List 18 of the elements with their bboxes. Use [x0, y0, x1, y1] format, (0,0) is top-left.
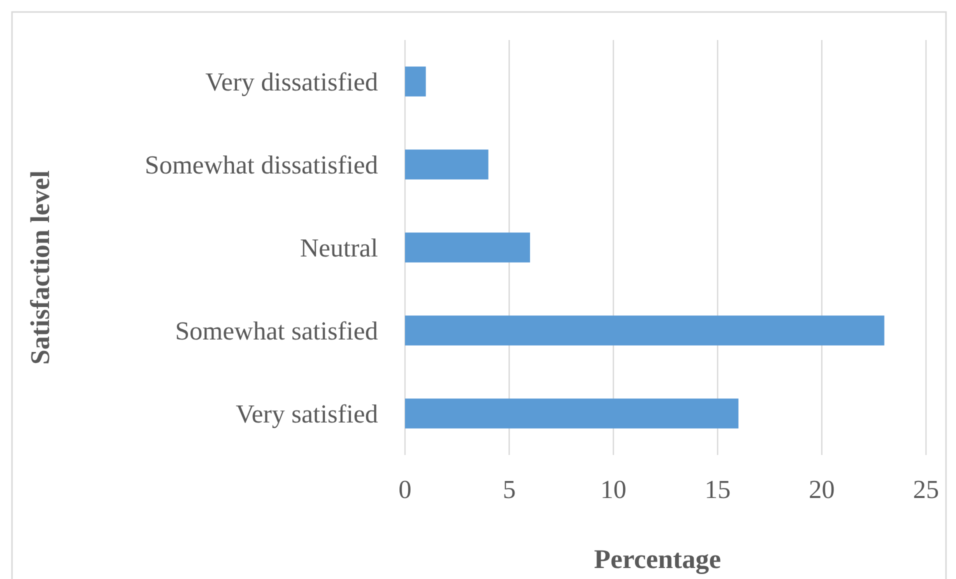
y-tick-label: Somewhat dissatisfied: [144, 150, 378, 180]
x-tick-label: 25: [913, 475, 939, 504]
y-axis-title: Satisfaction level: [25, 170, 55, 365]
x-tick-label: 20: [808, 475, 835, 504]
x-axis-title: Percentage: [594, 544, 721, 574]
bar: [405, 66, 426, 96]
bar: [405, 150, 488, 180]
y-tick-label: Very dissatisfied: [205, 68, 378, 97]
bar: [405, 316, 884, 346]
y-tick-label: Very satisfied: [236, 400, 378, 429]
x-tick-label: 10: [600, 475, 626, 504]
y-tick-label: Somewhat satisfied: [175, 316, 378, 346]
x-tick-label: 15: [704, 475, 731, 504]
bar: [405, 398, 738, 428]
x-tick-label: 5: [502, 475, 516, 504]
x-tick-label: 0: [398, 475, 412, 504]
bar: [405, 232, 530, 262]
y-tick-label: Neutral: [300, 234, 378, 263]
